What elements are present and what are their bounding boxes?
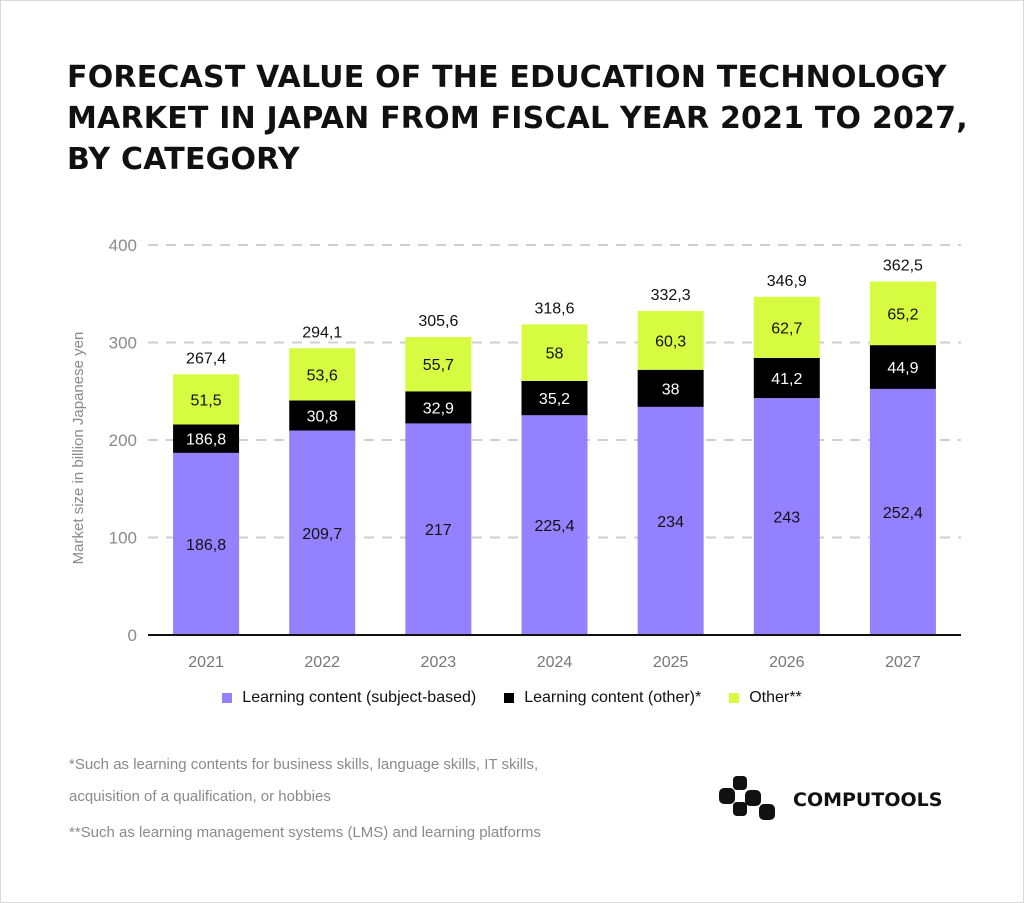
bar-segment [173, 452, 240, 635]
stacked-bar-chart: 0 100 200 300 400 Market size in billion Japa… [70, 236, 961, 671]
legend-label: Learning content (other)* [524, 689, 702, 706]
x-tick-label: 2022 [304, 654, 340, 671]
bar-segment [521, 380, 588, 416]
legend-label: Other** [749, 689, 802, 706]
data-label: 51,5 [191, 392, 222, 409]
legend-swatch [222, 693, 233, 703]
x-tick-label: 2025 [653, 654, 689, 671]
legend: Learning content (subject-based) Learnin… [1, 689, 1023, 707]
footnote-1: *Such as learning contents for business … [69, 756, 539, 805]
total-label: 305,6 [418, 313, 458, 330]
bar-segment [289, 430, 356, 635]
legend-item-other-content: Learning content (other)* [504, 689, 701, 707]
y-tick-label: 100 [109, 529, 137, 548]
bar-segment [637, 406, 704, 635]
total-label: 346,9 [767, 273, 807, 290]
bar-segment [869, 345, 936, 389]
legend-item-other: Other** [729, 689, 802, 707]
bar-segment [289, 400, 356, 431]
x-tick-label: 2026 [769, 654, 805, 671]
bar-segment [521, 324, 588, 381]
legend-label: Learning content (subject-based) [242, 689, 477, 706]
x-tick-label: 2024 [537, 654, 573, 671]
bar-segment [753, 296, 820, 358]
y-tick-label: 200 [109, 431, 137, 450]
data-label: 41,2 [771, 371, 802, 388]
data-label: 44,9 [887, 360, 918, 377]
x-tick-label: 2021 [188, 654, 224, 671]
data-label: 58 [546, 346, 564, 363]
legend-swatch [729, 693, 740, 703]
data-label: 186,8 [186, 537, 226, 554]
bar-segment [173, 424, 240, 453]
total-label: 318,6 [534, 300, 574, 317]
data-label: 55,7 [423, 357, 454, 374]
data-label: 65,2 [887, 306, 918, 323]
y-tick-label: 0 [128, 626, 137, 645]
bar-segment [753, 398, 820, 635]
data-label: 32,9 [423, 400, 454, 417]
bar-segment [405, 337, 472, 392]
bar-segment [289, 348, 356, 401]
x-tick-label: 2023 [421, 654, 457, 671]
bar-segment [869, 281, 936, 346]
x-tick-label: 2027 [885, 654, 921, 671]
total-label: 267,4 [186, 350, 226, 367]
data-label: 186,8 [186, 432, 226, 449]
data-label: 62,7 [771, 320, 802, 337]
bar-segment [753, 357, 820, 399]
y-tick-label: 400 [109, 236, 137, 255]
data-label: 243 [773, 510, 800, 527]
chart-title: FORECAST VALUE OF THE EDUCATION TECHNOLO… [67, 60, 968, 177]
bar-segment [637, 311, 704, 370]
computools-logo-icon [719, 776, 775, 820]
data-label: 60,3 [655, 333, 686, 350]
data-label: 252,4 [883, 505, 923, 522]
total-label: 294,1 [302, 324, 342, 341]
bar-segment [521, 415, 588, 635]
bar-segment [173, 374, 240, 425]
logo-text: COMPUTOOLS [793, 789, 943, 811]
footnote-2: **Such as learning management systems (L… [69, 824, 541, 841]
data-label: 30,8 [307, 409, 338, 426]
bar-segment [405, 423, 472, 635]
legend-item-subject-based: Learning content (subject-based) [222, 689, 476, 707]
total-label: 362,5 [883, 258, 923, 275]
y-tick-label: 300 [109, 334, 137, 353]
data-label: 217 [425, 522, 452, 539]
data-label: 35,2 [539, 391, 570, 408]
computools-logo: COMPUTOOLS [719, 776, 942, 824]
data-label: 209,7 [302, 526, 342, 543]
data-label: 38 [662, 381, 680, 398]
bar-segment [637, 369, 704, 407]
total-label: 332,3 [651, 287, 691, 304]
bar-segment [869, 388, 936, 635]
y-axis-label: Market size in billion Japanese yen [70, 332, 87, 565]
data-label: 225,4 [534, 518, 574, 535]
legend-swatch [504, 693, 515, 703]
bar-segment [405, 391, 472, 424]
data-label: 234 [657, 514, 684, 531]
data-label: 53,6 [307, 367, 338, 384]
